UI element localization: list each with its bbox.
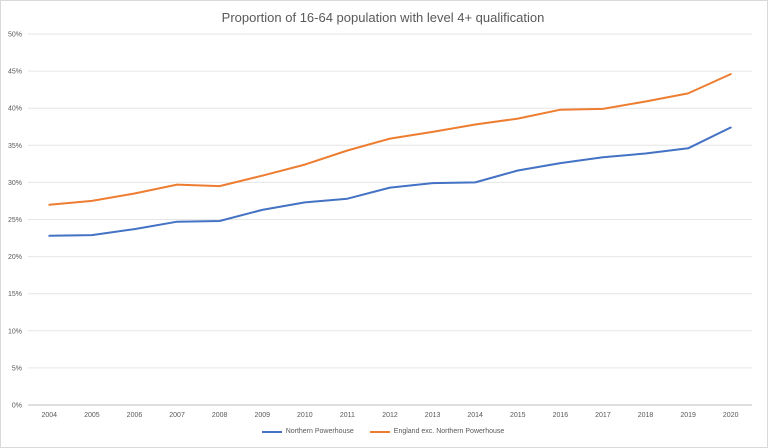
y-tick-label: 25%: [8, 217, 22, 224]
x-tick-label: 2005: [84, 412, 100, 419]
legend: Northern Powerhouse England exc. Norther…: [0, 428, 766, 435]
x-tick-label: 2013: [425, 412, 441, 419]
legend-label-northern-powerhouse: Northern Powerhouse: [285, 428, 354, 435]
y-tick-label: 0%: [12, 403, 22, 410]
legend-label-england-exc-np: England exc. Northern Powerhouse: [393, 428, 505, 435]
y-tick-label: 40%: [8, 106, 22, 113]
x-axis-ticks: 2004 2005 2006 2007 2008 2009 2010 2011 2012 2013…: [42, 412, 739, 419]
y-tick-label: 30%: [8, 180, 22, 187]
legend-swatch-northern-powerhouse: [261, 430, 282, 433]
legend-item-england-exc-np: England exc. Northern Powerhouse: [369, 428, 505, 435]
gridlines: [28, 33, 752, 406]
x-tick-label: 2012: [382, 412, 398, 419]
x-tick-label: 2017: [595, 412, 611, 419]
y-tick-label: 50%: [8, 32, 22, 39]
x-tick-label: 2006: [127, 412, 143, 419]
y-tick-label: 45%: [8, 69, 22, 76]
y-tick-label: 5%: [12, 365, 22, 372]
y-tick-label: 10%: [8, 328, 22, 335]
legend-swatch-england-exc-np: [369, 430, 390, 433]
chart-title: Proportion of 16-64 population with leve…: [221, 10, 545, 25]
x-tick-label: 2004: [42, 412, 58, 419]
x-tick-label: 2010: [297, 412, 313, 419]
x-tick-label: 2018: [638, 412, 654, 419]
y-tick-label: 15%: [8, 291, 22, 298]
legend-item-northern-powerhouse: Northern Powerhouse: [261, 428, 354, 435]
y-axis-ticks: 0% 5% 10% 15% 20% 25% 30% 35% 40% 45% 50%: [8, 32, 22, 410]
x-tick-label: 2014: [467, 412, 483, 419]
series-line-1: [48, 73, 732, 206]
x-tick-label: 2007: [169, 412, 185, 419]
x-tick-label: 2011: [340, 412, 355, 419]
y-tick-label: 35%: [8, 143, 22, 150]
x-tick-label: 2019: [680, 412, 696, 419]
x-tick-label: 2015: [510, 412, 526, 419]
series-lines: [48, 73, 732, 237]
x-tick-label: 2008: [212, 412, 228, 419]
y-tick-label: 20%: [8, 254, 22, 261]
x-tick-label: 2016: [553, 412, 569, 419]
x-tick-label: 2009: [254, 412, 270, 419]
x-tick-label: 2020: [723, 412, 739, 419]
